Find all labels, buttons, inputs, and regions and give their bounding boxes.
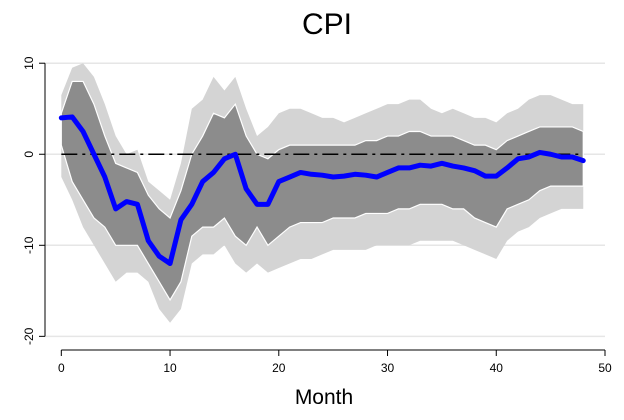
y-tick-label: -20 [22,327,36,345]
x-tick-label: 20 [272,361,286,375]
x-tick-label: 40 [490,361,504,375]
y-tick-label: -10 [22,236,36,254]
inner-confidence-band [60,80,584,302]
x-tick-label: 50 [598,361,612,375]
x-axis-label: Month [295,386,353,409]
confidence-bands [60,63,584,323]
x-tick-label: 30 [381,361,395,375]
x-tick-label: 0 [58,361,65,375]
axes: 10 0 -10 -20 0 10 20 30 40 50 [22,56,612,375]
x-tick-label: 10 [163,361,177,375]
series-lines [58,114,586,267]
y-tick-label: 0 [22,151,36,158]
chart-title: CPI [302,8,352,41]
median-response-line [58,114,586,267]
y-tick-label: 10 [22,56,36,70]
